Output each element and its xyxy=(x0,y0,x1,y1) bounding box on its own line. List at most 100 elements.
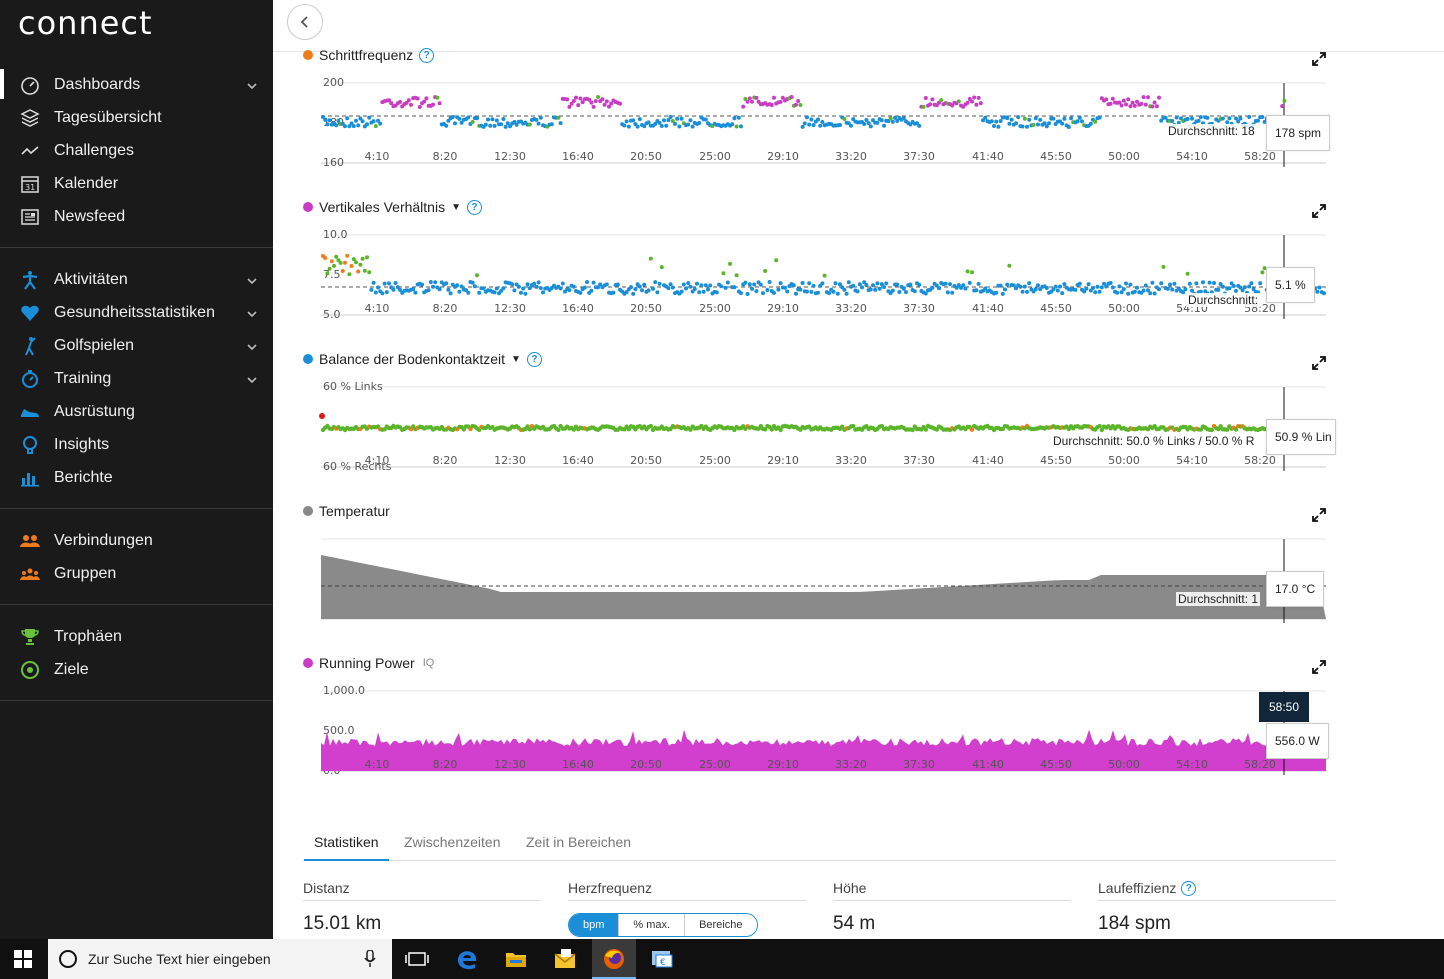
sidebar-item-training[interactable]: Training xyxy=(0,362,273,395)
cadence-point xyxy=(505,121,510,126)
sidebar-item-gesundheitsstatistiken[interactable]: Gesundheitsstatistiken xyxy=(0,296,273,329)
cadence-point xyxy=(534,117,539,122)
sidebar-item-dashboards[interactable]: Dashboards xyxy=(0,68,273,101)
sidebar-item-verbindungen[interactable]: Verbindungen xyxy=(0,524,273,557)
cadence-point xyxy=(868,124,873,129)
cadence-point xyxy=(915,121,919,126)
dropdown-caret-icon[interactable]: ▼ xyxy=(451,201,461,213)
vertical-ratio-point xyxy=(879,282,884,287)
x-tick-label: 33:20 xyxy=(835,454,867,467)
chevron-down-icon[interactable] xyxy=(247,372,257,384)
hr-toggle-zones[interactable]: Bereiche xyxy=(685,914,757,936)
sidebar-item-challenges[interactable]: Challenges xyxy=(0,134,273,167)
vertical-ratio-point xyxy=(776,287,781,292)
temperature-chart[interactable]: 4:108:2012:3016:4020:5025:0029:1033:2037… xyxy=(300,500,1336,630)
cadence-point xyxy=(343,124,347,129)
chevron-down-icon[interactable] xyxy=(247,78,257,90)
stat-elevation-value: 54 m xyxy=(833,913,876,934)
vertical-ratio-point xyxy=(871,283,875,288)
edge-browser-icon[interactable] xyxy=(455,947,479,971)
cadence-point xyxy=(666,118,671,123)
x-tick-label: 29:10 xyxy=(767,302,799,315)
windows-start-icon[interactable] xyxy=(14,950,32,968)
sidebar-item-ziele[interactable]: Ziele xyxy=(0,653,273,686)
vertical-ratio-point xyxy=(1198,289,1203,294)
vertical-ratio-point xyxy=(904,290,908,295)
expand-icon[interactable] xyxy=(1312,356,1326,370)
running-power-chart[interactable]: 1,000.0500.00.04:108:2012:3016:4020:5025… xyxy=(300,652,1336,782)
vertical-ratio-point xyxy=(1201,280,1205,285)
lightbulb-icon xyxy=(20,435,40,455)
mail-icon[interactable] xyxy=(553,947,577,971)
temperature-chart-title: Temperatur xyxy=(303,503,390,519)
microphone-icon[interactable] xyxy=(364,950,376,968)
x-tick-label: 12:30 xyxy=(494,758,526,771)
cadence-chart[interactable]: 2001801604:108:2012:3016:4020:5025:0029:… xyxy=(300,44,1336,174)
vertical-ratio-point xyxy=(686,281,691,286)
chevron-down-icon[interactable] xyxy=(247,339,257,351)
help-icon[interactable]: ? xyxy=(419,47,435,63)
app-logo[interactable]: connect xyxy=(18,4,153,42)
vertical-ratio-point xyxy=(897,290,902,294)
chevron-down-icon[interactable] xyxy=(247,306,257,318)
cadence-point xyxy=(624,119,629,124)
task-view-icon[interactable] xyxy=(405,947,429,971)
sidebar-item-tagesu-bersicht[interactable]: Tagesübersicht xyxy=(0,101,273,134)
x-tick-label: 50:00 xyxy=(1108,302,1140,315)
file-explorer-icon[interactable] xyxy=(504,947,528,971)
vertical-ratio-point xyxy=(387,281,391,286)
x-tick-label: 50:00 xyxy=(1108,454,1140,467)
chevron-down-icon[interactable] xyxy=(247,273,257,285)
help-icon[interactable]: ? xyxy=(466,199,482,215)
vertical-ratio-point xyxy=(945,290,950,295)
vertical-ratio-point xyxy=(1062,282,1067,287)
sidebar-item-tropha-en[interactable]: Trophäen xyxy=(0,620,273,653)
sidebar-item-insights[interactable]: Insights xyxy=(0,428,273,461)
collapse-sidebar-button[interactable] xyxy=(287,4,323,40)
vertical-ratio-point xyxy=(822,273,827,278)
cadence-point xyxy=(556,115,561,120)
sidebar-item-golfspielen[interactable]: Golfspielen xyxy=(0,329,273,362)
cadence-point xyxy=(653,121,658,126)
vertical-ratio-point xyxy=(1247,284,1252,289)
expand-icon[interactable] xyxy=(1312,508,1326,522)
temperature-chart-panel: Temperatur 4:108:2012:3016:4020:5025:002… xyxy=(300,500,1336,630)
hr-toggle-bpm[interactable]: bpm xyxy=(569,914,620,936)
tab-zeit-in-bereichen[interactable]: Zeit in Bereichen xyxy=(526,834,632,850)
dropdown-caret-icon[interactable]: ▼ xyxy=(511,353,521,365)
x-tick-label: 8:20 xyxy=(433,150,458,163)
firefox-taskbar-button[interactable] xyxy=(592,939,636,979)
taskbar-search-box[interactable]: Zur Suche Text hier eingeben xyxy=(48,939,392,979)
sidebar-item-gruppen[interactable]: Gruppen xyxy=(0,557,273,590)
hr-toggle-percent-max[interactable]: % max. xyxy=(619,914,686,936)
cadence-point xyxy=(756,99,761,104)
tab-zwischenzeiten[interactable]: Zwischenzeiten xyxy=(404,834,501,850)
expand-icon[interactable] xyxy=(1312,660,1326,674)
help-icon[interactable]: ? xyxy=(526,351,542,367)
y-tick-label: 60 % Links xyxy=(323,380,383,393)
cadence-point xyxy=(354,118,358,123)
vertical-ratio-chart[interactable]: 10.0 7.5 5.0 4:10 8:20 12:30 16:40 20:50 25:00 29… xyxy=(300,196,1336,326)
cadence-point xyxy=(917,123,922,128)
running-power-chart-title: Running Power IQ xyxy=(303,655,434,671)
cadence-point xyxy=(1247,115,1252,119)
gct-balance-point xyxy=(1262,426,1267,432)
vertical-ratio-point xyxy=(798,287,803,292)
sidebar-item-berichte[interactable]: Berichte xyxy=(0,461,273,494)
sidebar-item-kalender[interactable]: 31 Kalender xyxy=(0,167,273,200)
sidebar-item-ausru-stung[interactable]: Ausrüstung xyxy=(0,395,273,428)
tab-statistiken[interactable]: Statistiken xyxy=(304,834,389,861)
vertical-ratio-point xyxy=(1183,287,1188,292)
expand-icon[interactable] xyxy=(1312,204,1326,218)
help-icon[interactable]: ? xyxy=(1181,880,1197,896)
sidebar-item-label: Golfspielen xyxy=(54,336,135,354)
vertical-ratio-point xyxy=(728,261,732,266)
sidebar-item-newsfeed[interactable]: Newsfeed xyxy=(0,200,273,233)
sidebar-item-aktivita-ten[interactable]: Aktivitäten xyxy=(0,263,273,296)
expand-icon[interactable] xyxy=(1312,52,1326,66)
remote-desktop-icon[interactable]: € xyxy=(650,947,674,971)
sidebar-item-label: Insights xyxy=(54,435,110,453)
cadence-point xyxy=(514,122,519,127)
cadence-point xyxy=(470,120,475,124)
